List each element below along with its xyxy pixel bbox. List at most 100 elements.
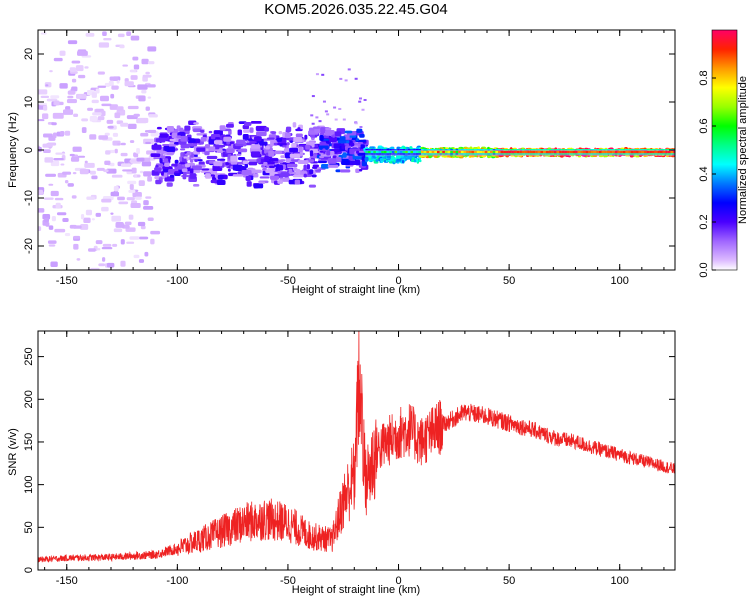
spectrogram-cell	[332, 134, 336, 138]
spectrogram-tone-cell	[614, 150, 618, 154]
spectrogram-tone-cell	[375, 150, 379, 154]
snr-x-tick-label: 0	[395, 575, 401, 587]
spectrogram-cell	[173, 141, 180, 145]
spectrogram-cell	[38, 119, 45, 122]
spectrogram-tone-edge	[651, 153, 655, 155]
spectrogram-cell	[227, 168, 231, 172]
spectrogram-x-tick-label: 0	[395, 275, 401, 287]
spectrogram-cell	[143, 206, 154, 210]
spectrogram-cell	[196, 147, 206, 152]
spectrogram-cell	[48, 244, 56, 247]
spectrogram-tone-cell	[370, 150, 374, 154]
spectrogram-tone-cell	[503, 150, 506, 154]
spectrogram-cell	[64, 130, 71, 136]
spectrogram-tone-edge	[585, 153, 589, 155]
spectrogram-tone-edge	[413, 149, 416, 151]
spectrogram-tone-edge	[500, 153, 504, 155]
spectrogram-tone-cell	[521, 150, 525, 154]
spectrogram-cell	[110, 93, 115, 99]
spectrogram-tone-cell	[636, 150, 639, 154]
spectrogram-cell	[315, 116, 319, 119]
spectrogram-cell	[66, 99, 77, 104]
spectrogram-tone-edge	[604, 153, 607, 155]
spectrogram-tone-edge	[426, 153, 429, 155]
spectrogram-cell	[60, 163, 65, 166]
spectrogram-cell	[140, 132, 149, 137]
spectrogram-cell	[114, 148, 118, 154]
spectrogram-tone-edge	[447, 149, 451, 151]
snr-panel: -150 -100 -50 0 50 100 0 50 100 150 200 250 Height …	[7, 330, 676, 596]
spectrogram-tone-edge	[471, 149, 475, 151]
spectrogram-cell	[43, 133, 53, 138]
spectrogram-tone-cell	[667, 150, 671, 154]
spectrogram-cell	[297, 160, 309, 165]
spectrogram-tone-edge	[506, 153, 509, 155]
spectrogram-tone-edge	[365, 149, 368, 151]
spectrogram-cell	[323, 135, 330, 139]
spectrogram-cell	[201, 168, 210, 171]
spectrogram-cell	[90, 267, 100, 270]
spectrogram-cell	[285, 157, 292, 164]
spectrogram-tone-edge	[381, 149, 384, 151]
colorbar-tick-label: 0.2	[698, 214, 710, 229]
spectrogram-tone-cell	[519, 150, 522, 154]
spectrogram-cell	[242, 160, 249, 164]
spectrogram-cell	[355, 168, 360, 174]
spectrogram-cell	[102, 243, 112, 247]
spectrogram-tone-edge	[575, 153, 578, 155]
spectrogram-cell	[91, 92, 97, 98]
spectrogram-tone-cell	[588, 150, 591, 154]
spectrogram-cell	[126, 31, 132, 37]
spectrogram-cell	[120, 163, 132, 167]
spectrogram-tone-edge	[625, 149, 629, 151]
spectrogram-cell	[359, 168, 363, 172]
spectrogram-tone-cell	[559, 150, 562, 154]
spectrogram-tone-cell	[413, 150, 416, 154]
spectrogram-cell	[401, 160, 405, 164]
spectrogram-tone-edge	[622, 153, 626, 155]
spectrogram-cell	[184, 125, 191, 131]
spectrogram-cell	[334, 118, 338, 121]
spectrogram-cell	[413, 159, 417, 163]
spectrogram-cell	[49, 70, 53, 73]
spectrogram-tone-edge	[490, 149, 493, 151]
spectrogram-cell	[200, 137, 207, 142]
snr-y-tick-label: 200	[23, 390, 35, 408]
spectrogram-tone-edge	[657, 153, 660, 155]
spectrogram-cell	[217, 174, 224, 180]
spectrogram-tone-edge	[585, 149, 589, 151]
spectrogram-cell	[358, 100, 362, 103]
spectrogram-cell	[163, 172, 168, 178]
spectrogram-cell	[349, 142, 355, 147]
spectrogram-cell	[50, 160, 60, 167]
spectrogram-tone-edge	[437, 149, 440, 151]
spectrogram-cell	[72, 146, 82, 152]
spectrogram-tone-edge	[399, 153, 403, 155]
spectrogram-tone-cell	[633, 150, 637, 154]
spectrogram-tone-edge	[386, 153, 390, 155]
spectrogram-cell	[117, 142, 121, 146]
spectrogram-cell	[174, 159, 179, 164]
spectrogram-tone-edge	[596, 149, 599, 151]
spectrogram-cell	[292, 174, 304, 178]
spectrogram-cell	[128, 189, 136, 193]
spectrogram-cell	[97, 116, 105, 121]
spectrogram-cell	[70, 157, 80, 162]
spectrogram-tone-edge	[410, 149, 414, 151]
spectrogram-cell	[310, 114, 314, 117]
spectrogram-cell	[359, 133, 365, 138]
spectrogram-tone-edge	[418, 153, 422, 155]
snr-y-tick-label: 0	[23, 567, 35, 573]
spectrogram-cell	[285, 137, 290, 141]
spectrogram-tone-edge	[378, 149, 382, 151]
spectrogram-cell	[112, 132, 119, 137]
spectrogram-tone-edge	[569, 153, 573, 155]
spectrogram-cell	[122, 64, 128, 67]
spectrogram-cell	[70, 71, 78, 74]
spectrogram-cell	[69, 153, 75, 157]
spectrogram-tone-cell	[567, 150, 570, 154]
spectrogram-tone-edge	[479, 149, 483, 151]
spectrogram-cell	[169, 174, 175, 178]
spectrogram-tone-edge	[368, 153, 371, 155]
spectrogram-cell	[138, 236, 149, 240]
